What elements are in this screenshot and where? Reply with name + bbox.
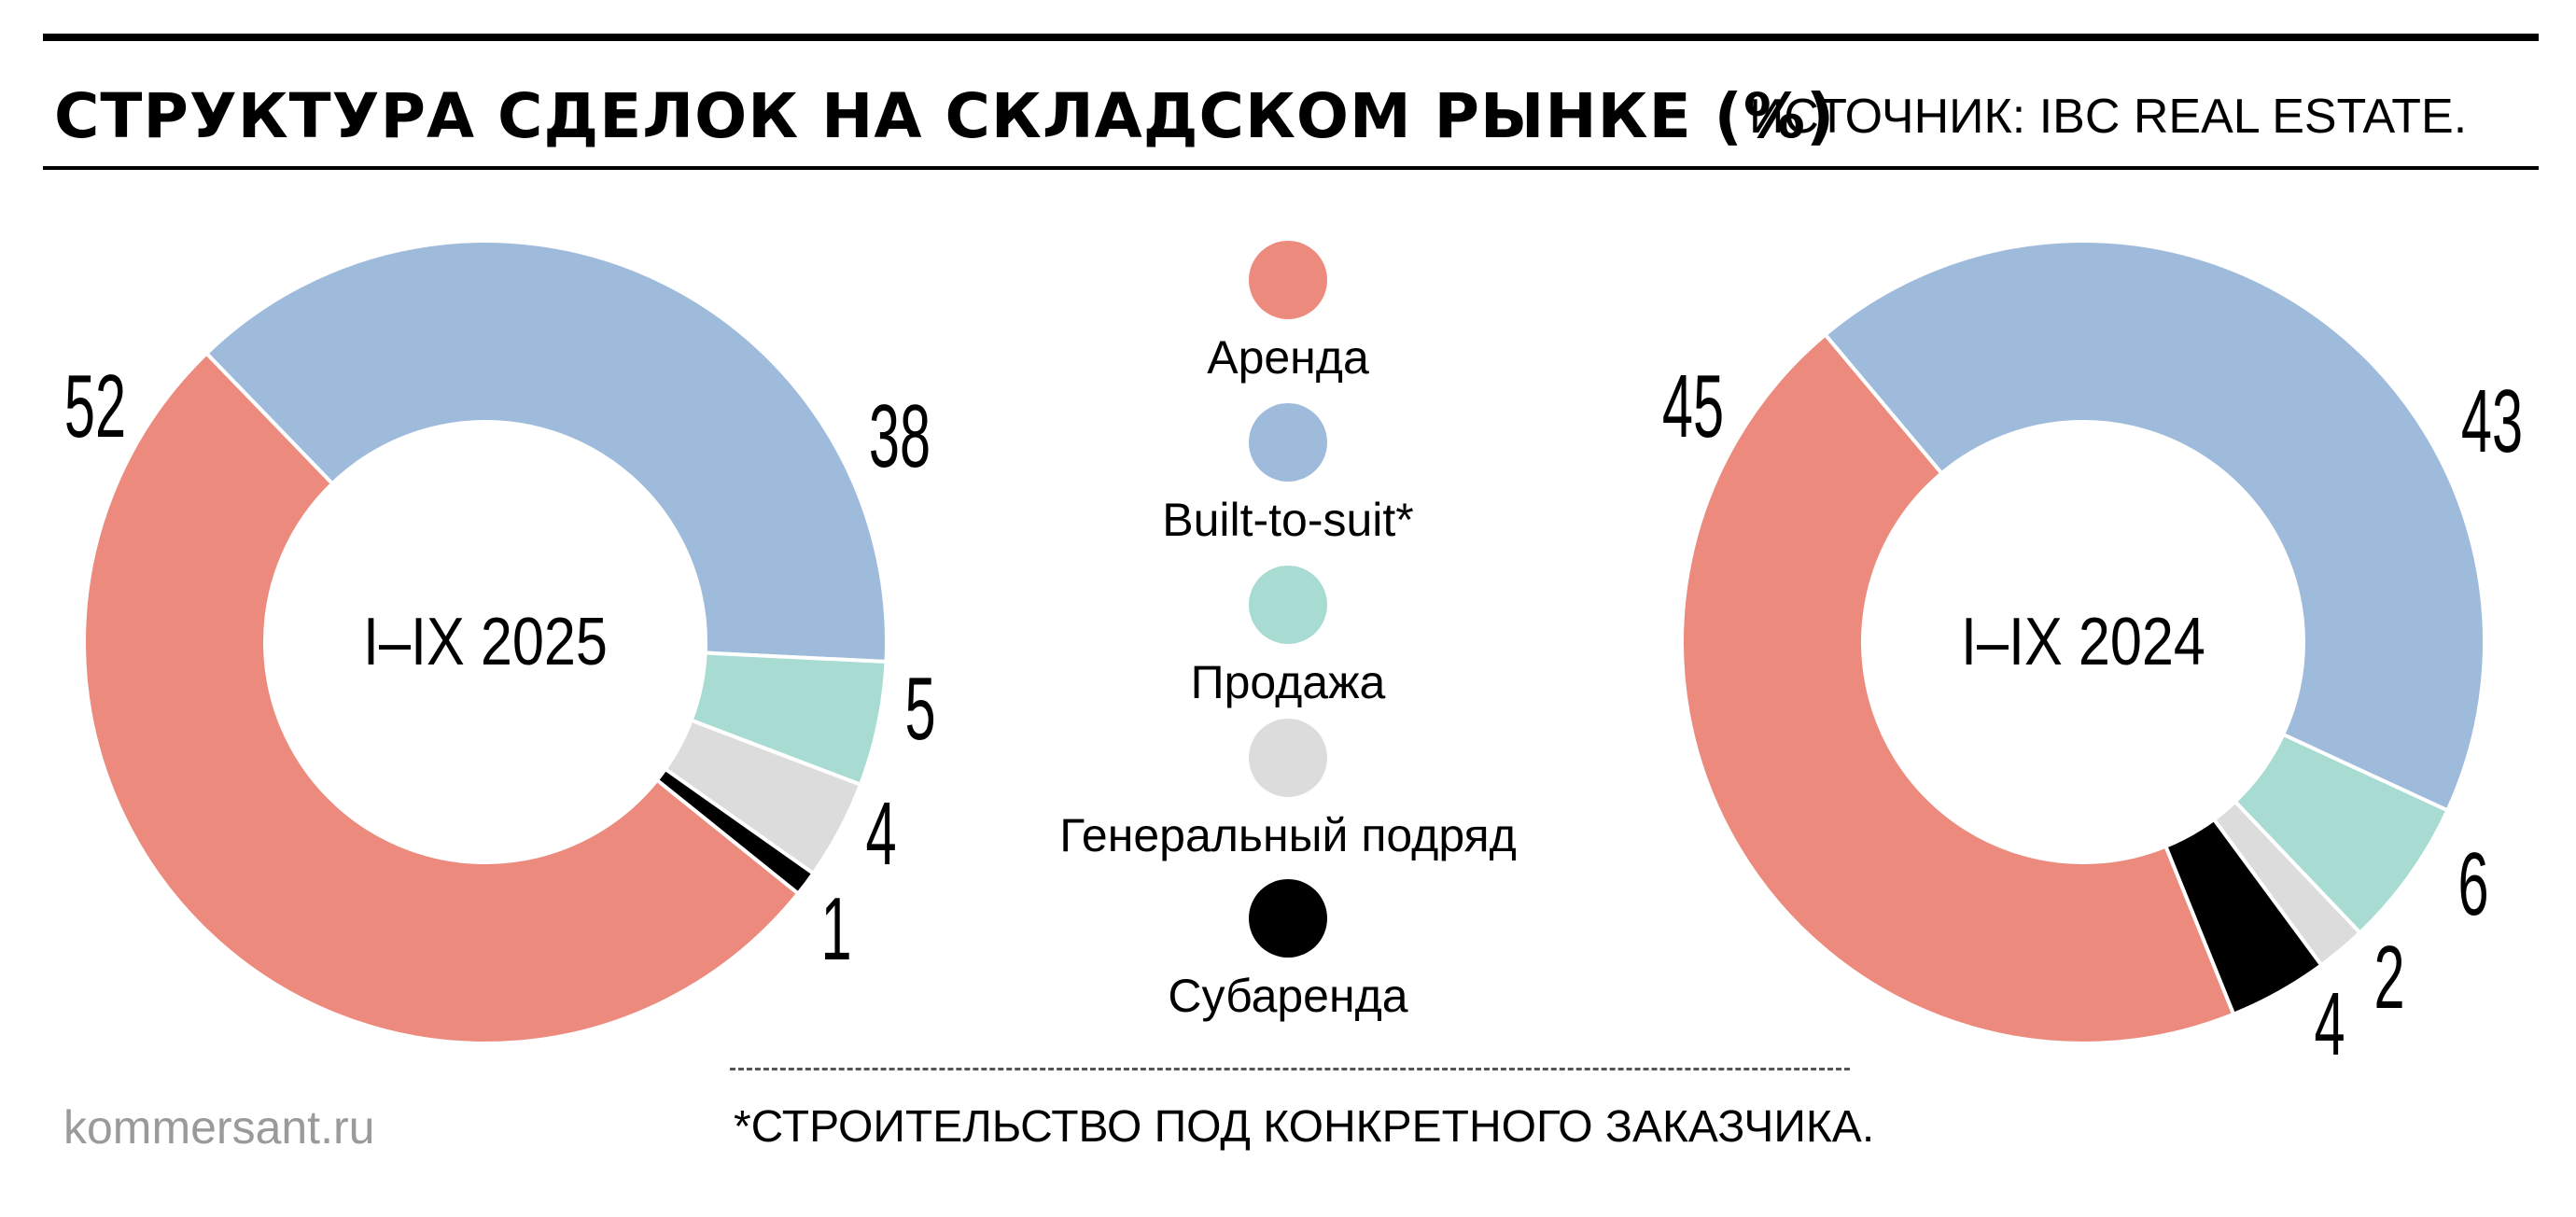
donut-chart-2025: 52 38 541 I–IX 2025 [64, 239, 936, 1045]
donut-center-label: I–IX 2024 [1961, 605, 2205, 679]
value-label-built-to-suit: 43 [2461, 371, 2523, 470]
value-label-sale: 6 [2457, 833, 2488, 933]
value-label-rent: 45 [1662, 356, 1724, 455]
value-label-rent: 52 [64, 356, 126, 455]
slice-rent [1680, 331, 2236, 1045]
value-label-general-contract: 4 [865, 783, 896, 883]
value-label-sublease: 1 [820, 878, 851, 978]
chart-title: СТРУКТУРА СДЕЛОК НА СКЛАДСКОМ РЫНКЕ (%) [54, 80, 1836, 152]
value-label-general-contract: 2 [2373, 927, 2404, 1027]
legend-label-general-contract: Генеральный подряд [1059, 809, 1517, 861]
legend-swatch-general-contract [1249, 719, 1327, 797]
legend-swatch-sale [1249, 566, 1327, 644]
legend-swatch-sublease [1249, 879, 1327, 958]
header-rule [43, 166, 2539, 170]
site-credit: kommersant.ru [63, 1101, 375, 1154]
source-note: ИСТОЧНИК: IBC REAL ESTATE. [1749, 90, 2468, 144]
legend-label-sale: Продажа [1191, 656, 1386, 708]
top-rule [43, 34, 2539, 41]
legend-swatch-built-to-suit [1249, 403, 1327, 482]
legend-label-sublease: Субаренда [1168, 970, 1407, 1022]
legend-label-rent: Аренда [1207, 331, 1369, 384]
slice-rent [82, 350, 801, 1045]
footnote-divider [730, 1068, 1850, 1070]
slice-built-to-suit [1822, 239, 2487, 814]
donut-center-label: I–IX 2025 [363, 605, 608, 679]
footnote: *СТРОИТЕЛЬСТВО ПОД КОНКРЕТНОГО ЗАКАЗЧИКА… [734, 1102, 1875, 1152]
donut-chart-2024: 45 43 624 I–IX 2024 [1662, 239, 2523, 1073]
legend: Аренда Built-to-suit* Продажа Генеральный п… [1059, 241, 1517, 1022]
value-label-sale: 5 [904, 658, 935, 758]
value-label-sublease: 4 [2314, 973, 2345, 1073]
value-label-built-to-suit: 38 [869, 385, 931, 485]
legend-swatch-rent [1249, 241, 1327, 319]
legend-label-built-to-suit: Built-to-suit* [1162, 494, 1414, 546]
slice-built-to-suit [203, 239, 889, 664]
